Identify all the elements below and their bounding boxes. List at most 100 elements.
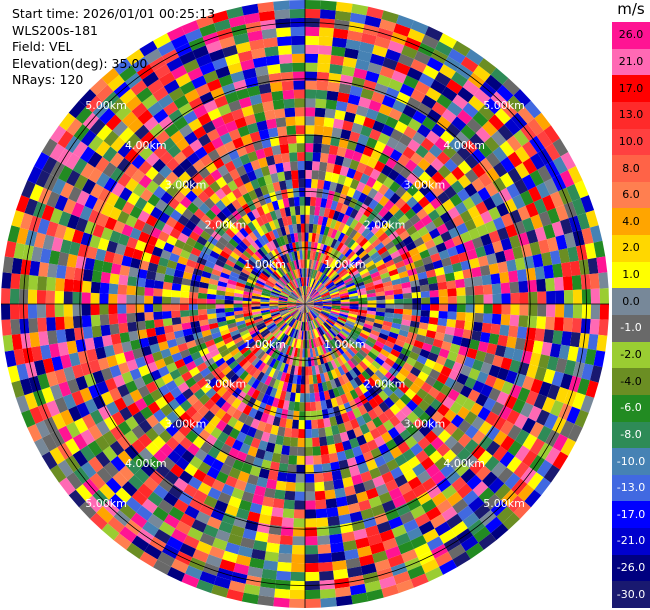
velocity-gate [338, 332, 347, 340]
velocity-gate [398, 214, 410, 226]
velocity-gate [267, 63, 281, 75]
velocity-gate [529, 421, 544, 439]
velocity-gate [237, 217, 248, 228]
velocity-gate [391, 70, 407, 84]
velocity-gate [278, 256, 285, 266]
velocity-gate [297, 298, 305, 304]
velocity-gate [421, 558, 439, 574]
velocity-gate [28, 275, 39, 290]
velocity-gate [584, 242, 597, 260]
velocity-gate [203, 495, 218, 509]
velocity-gate [322, 305, 332, 309]
velocity-gate [307, 268, 311, 278]
velocity-gate [282, 436, 291, 447]
velocity-gate [277, 320, 286, 328]
velocity-gate [346, 264, 356, 273]
velocity-gate [171, 34, 189, 50]
velocity-gate [464, 154, 479, 169]
velocity-gate [278, 266, 286, 276]
velocity-gate [207, 377, 219, 388]
velocity-gate [344, 111, 356, 123]
velocity-gate [305, 304, 314, 306]
velocity-gate [331, 326, 340, 334]
velocity-gate [145, 152, 160, 167]
velocity-gate [430, 297, 440, 304]
velocity-gate [271, 313, 281, 319]
velocity-gate [278, 307, 288, 311]
velocity-gate [88, 424, 103, 441]
velocity-gate [136, 505, 153, 521]
colorbar-tick-label: -4.0 [620, 374, 642, 388]
velocity-gate [296, 303, 305, 304]
velocity-gate [496, 84, 514, 102]
velocity-gate [191, 184, 204, 197]
velocity-gate [444, 272, 456, 282]
velocity-gate [507, 151, 523, 168]
velocity-gate [599, 288, 609, 304]
velocity-gate [305, 482, 315, 492]
velocity-gate [290, 571, 305, 582]
velocity-gate [441, 108, 457, 124]
velocity-gate [165, 423, 179, 437]
velocity-gate [331, 274, 340, 282]
velocity-gate [77, 350, 90, 365]
velocity-gate [352, 354, 362, 364]
velocity-gate [534, 366, 547, 382]
velocity-gate [340, 301, 350, 304]
velocity-gate [285, 253, 292, 263]
velocity-gate [305, 518, 317, 528]
velocity-gate [252, 540, 268, 552]
velocity-gate [244, 114, 257, 126]
velocity-gate [265, 333, 274, 342]
velocity-gate [295, 482, 305, 492]
velocity-gate [372, 255, 383, 264]
velocity-gate [157, 499, 174, 514]
velocity-gate [13, 242, 26, 260]
velocity-gate [329, 259, 337, 268]
velocity-gate [437, 281, 448, 290]
velocity-gate [417, 124, 432, 138]
velocity-gate [287, 305, 297, 308]
velocity-gate [96, 84, 114, 102]
velocity-gate [431, 101, 447, 116]
velocity-gate [584, 348, 597, 366]
velocity-gate [536, 278, 547, 292]
velocity-gate [95, 140, 111, 157]
velocity-gate [312, 319, 318, 329]
velocity-gate [287, 306, 297, 310]
velocity-gate [324, 321, 332, 330]
velocity-gate [373, 405, 384, 417]
velocity-gate [305, 300, 314, 304]
velocity-gate [305, 152, 313, 162]
velocity-gate [354, 211, 364, 222]
range-ring-label: 2.00km [364, 378, 406, 391]
velocity-gate [288, 295, 297, 301]
velocity-gate [137, 329, 148, 340]
velocity-gate [410, 88, 426, 103]
velocity-gate [366, 289, 376, 295]
velocity-gate [369, 128, 382, 141]
colorbar-segment [612, 581, 650, 609]
velocity-gate [305, 296, 310, 304]
velocity-gate [297, 446, 305, 456]
velocity-gate [211, 268, 222, 277]
velocity-gate [246, 170, 257, 182]
velocity-gate [307, 312, 311, 322]
velocity-gate [367, 307, 377, 312]
velocity-gate [483, 352, 495, 365]
velocity-gate [567, 166, 583, 184]
velocity-gate [256, 226, 265, 237]
velocity-gate [331, 349, 340, 359]
velocity-gate [263, 193, 272, 204]
velocity-gate [274, 190, 283, 201]
velocity-gate [305, 196, 311, 206]
velocity-gate [297, 299, 305, 304]
velocity-gate [305, 107, 316, 117]
velocity-gate [305, 429, 312, 439]
velocity-gate [374, 435, 386, 448]
velocity-gate [326, 507, 339, 518]
velocity-gate [485, 516, 503, 534]
velocity-gate [250, 159, 261, 171]
range-ring-label: 4.00km [443, 139, 485, 152]
velocity-gate [130, 79, 148, 96]
